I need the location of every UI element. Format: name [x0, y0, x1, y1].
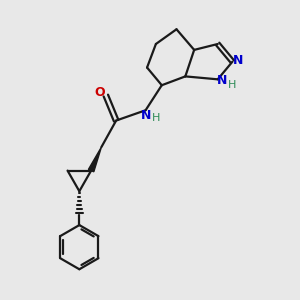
- Text: H: H: [228, 80, 237, 90]
- Text: N: N: [217, 74, 227, 87]
- Text: N: N: [232, 54, 243, 67]
- Text: N: N: [140, 109, 151, 122]
- Text: O: O: [94, 86, 105, 99]
- Text: H: H: [152, 113, 160, 124]
- Polygon shape: [88, 147, 101, 172]
